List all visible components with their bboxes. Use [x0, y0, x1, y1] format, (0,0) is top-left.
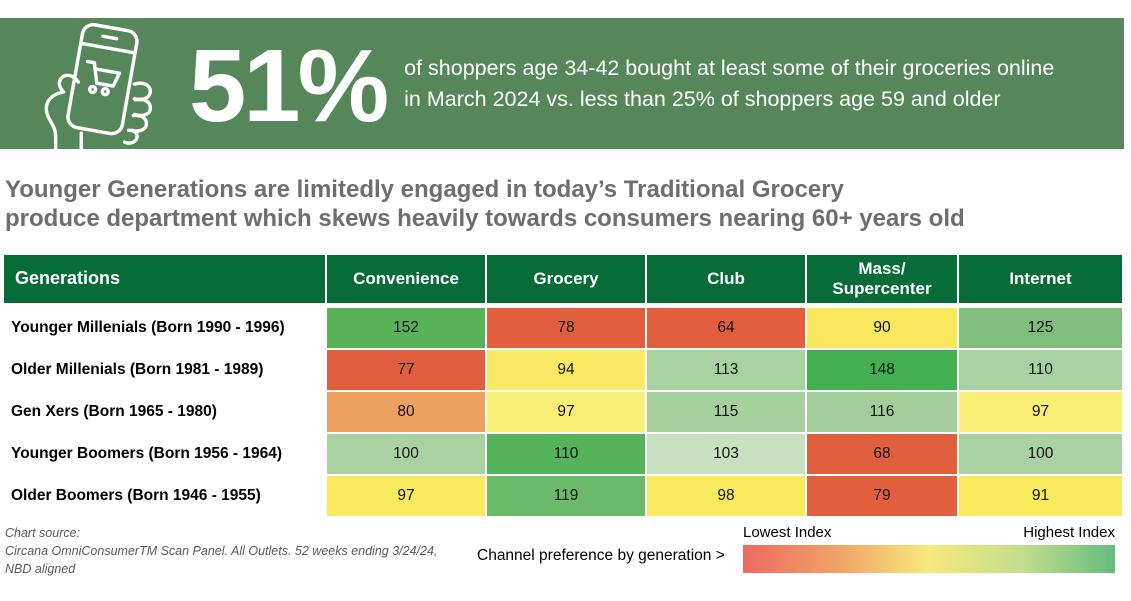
color-scale-legend: Lowest Index Highest Index: [743, 524, 1115, 573]
heatmap-cell: 94: [487, 349, 645, 390]
heatmap-cell: 100: [959, 433, 1122, 474]
page-title: Younger Generations are limitedly engage…: [5, 176, 965, 233]
table-header-row: Generations Convenience Grocery Club Mas…: [4, 254, 1131, 303]
heatmap-cell: 100: [327, 433, 485, 474]
hand-holding-phone-shopping-cart-icon: [33, 22, 161, 149]
row-label: Younger Millenials (Born 1990 - 1996): [11, 318, 285, 336]
heatmap-cell: 116: [807, 391, 957, 432]
heatmap-cell: 119: [487, 475, 645, 516]
heatmap-cell: 97: [327, 475, 485, 516]
chart-source-line: Chart source:: [5, 525, 81, 540]
table-row: Older Millenials (Born 1981 - 1989) 77 9…: [4, 349, 1131, 390]
column-header-grocery: Grocery: [487, 254, 645, 303]
heatmap-cell: 103: [647, 433, 805, 474]
row-label: Gen Xers (Born 1965 - 1980): [11, 402, 217, 420]
heatmap-cell: 64: [647, 307, 805, 348]
heatmap-cell: 90: [807, 307, 957, 348]
chart-source-line: Circana OmniConsumerTM Scan Panel. All O…: [5, 543, 438, 558]
heatmap-cell: 98: [647, 475, 805, 516]
footer: Chart source: Circana OmniConsumerTM Sca…: [5, 524, 1115, 578]
table-row: Older Boomers (Born 1946 - 1955) 97 119 …: [4, 475, 1131, 516]
heatmap-cell: 148: [807, 349, 957, 390]
heatmap-cell: 115: [647, 391, 805, 432]
heatmap-cell: 113: [647, 349, 805, 390]
stat-value: 51%: [189, 28, 389, 143]
heatmap-cell: 125: [959, 307, 1122, 348]
heatmap-cell: 91: [959, 475, 1122, 516]
heatmap-cell: 110: [487, 433, 645, 474]
heatmap-cell: 97: [487, 391, 645, 432]
heatmap-cell: 79: [807, 475, 957, 516]
column-header-generations: Generations: [4, 254, 325, 303]
column-header-mass-supercenter: Mass/ Supercenter: [807, 254, 957, 303]
table-row: Younger Millenials (Born 1990 - 1996) 15…: [4, 307, 1131, 348]
heatmap-cell: 68: [807, 433, 957, 474]
heatmap-cell: 97: [959, 391, 1122, 432]
column-header-internet: Internet: [959, 254, 1122, 303]
column-header-convenience: Convenience: [327, 254, 485, 303]
legend-caption-link[interactable]: Channel preference by generation >: [477, 546, 725, 564]
heatmap-cell: 110: [959, 349, 1122, 390]
heatmap-cell: 78: [487, 307, 645, 348]
legend-gradient-bar: [743, 544, 1115, 573]
row-label: Younger Boomers (Born 1956 - 1964): [11, 444, 283, 462]
heatmap-cell: 152: [327, 307, 485, 348]
heatmap-cell: 80: [327, 391, 485, 432]
stat-banner: 51% of shoppers age 34-42 bought at leas…: [0, 18, 1124, 149]
heatmap-cell: 77: [327, 349, 485, 390]
stat-description: of shoppers age 34-42 bought at least so…: [404, 56, 1055, 111]
column-header-club: Club: [647, 254, 805, 303]
legend-lowest-label: Lowest Index: [743, 523, 832, 541]
chart-source-line: NBD aligned: [5, 561, 76, 576]
chart-source: Chart source: Circana OmniConsumerTM Sca…: [5, 524, 477, 578]
heatmap-table: Generations Convenience Grocery Club Mas…: [4, 254, 1131, 516]
table-row: Younger Boomers (Born 1956 - 1964) 100 1…: [4, 433, 1131, 474]
table-row: Gen Xers (Born 1965 - 1980) 80 97 115 11…: [4, 391, 1131, 432]
legend-highest-label: Highest Index: [1023, 523, 1115, 541]
row-label: Older Millenials (Born 1981 - 1989): [11, 360, 264, 378]
row-label: Older Boomers (Born 1946 - 1955): [11, 486, 261, 504]
